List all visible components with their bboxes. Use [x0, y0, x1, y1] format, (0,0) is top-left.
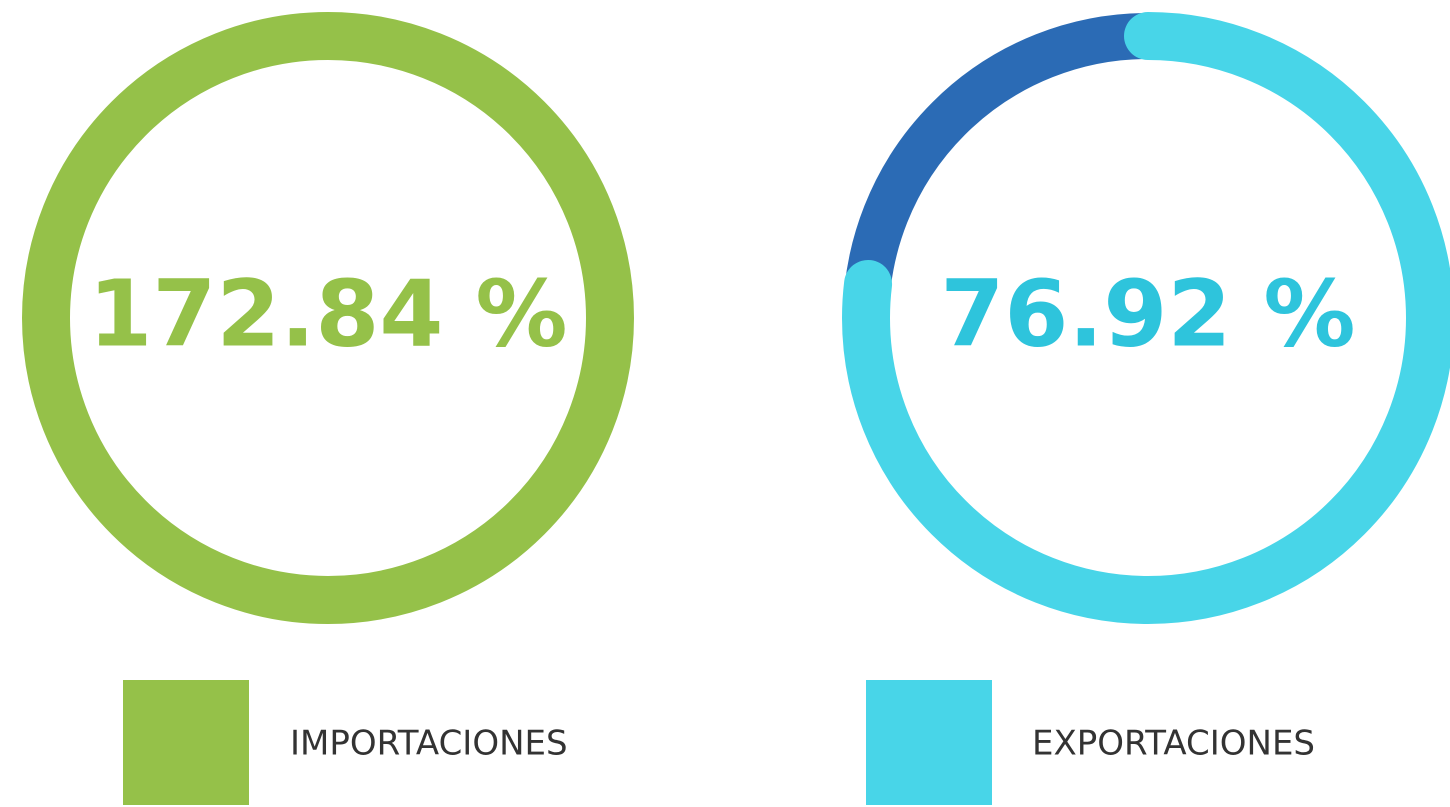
legend-label: IMPORTACIONES: [290, 724, 568, 764]
legend-swatch: [123, 680, 249, 805]
gauge-arc: [842, 12, 1450, 624]
legend-label: EXPORTACIONES: [1032, 724, 1315, 764]
gauge-arc: [22, 12, 634, 624]
gauge-value-label: 172.84 %: [88, 260, 567, 367]
gauge-value-label: 76.92 %: [940, 260, 1355, 367]
legend-swatch: [866, 680, 992, 805]
